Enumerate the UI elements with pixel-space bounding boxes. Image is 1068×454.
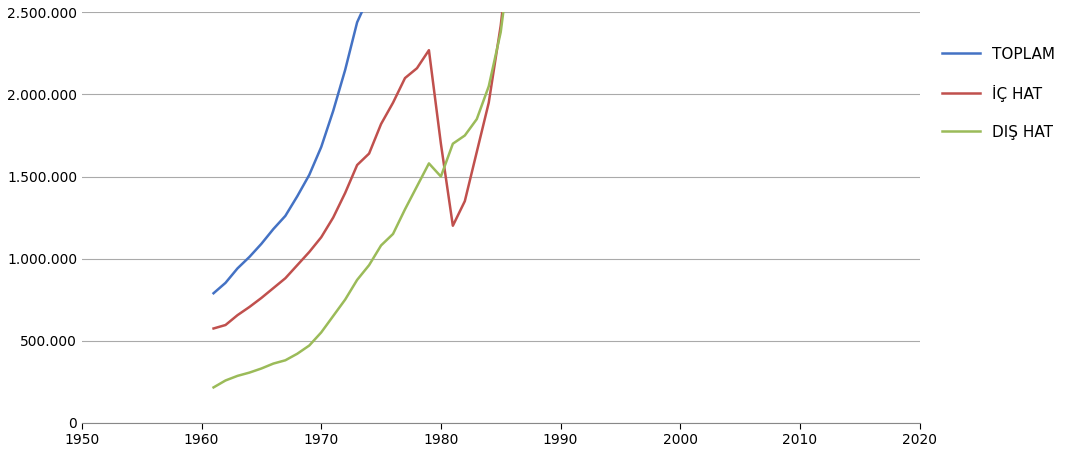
Legend: TOPLAM, İÇ HAT, DIŞ HAT: TOPLAM, İÇ HAT, DIŞ HAT: [936, 40, 1062, 146]
Line: DIŞ HAT: DIŞ HAT: [214, 0, 823, 387]
DIŞ HAT: [423, 161, 436, 166]
İÇ HAT: [423, 48, 436, 53]
DIŞ HAT: [255, 366, 268, 371]
TOPLAM: [255, 241, 268, 247]
Line: İÇ HAT: İÇ HAT: [214, 0, 823, 329]
Line: TOPLAM: TOPLAM: [214, 0, 823, 293]
TOPLAM: [207, 291, 220, 296]
DIŞ HAT: [494, 30, 507, 35]
İÇ HAT: [494, 23, 507, 28]
İÇ HAT: [255, 295, 268, 301]
İÇ HAT: [207, 326, 220, 331]
DIŞ HAT: [207, 385, 220, 390]
